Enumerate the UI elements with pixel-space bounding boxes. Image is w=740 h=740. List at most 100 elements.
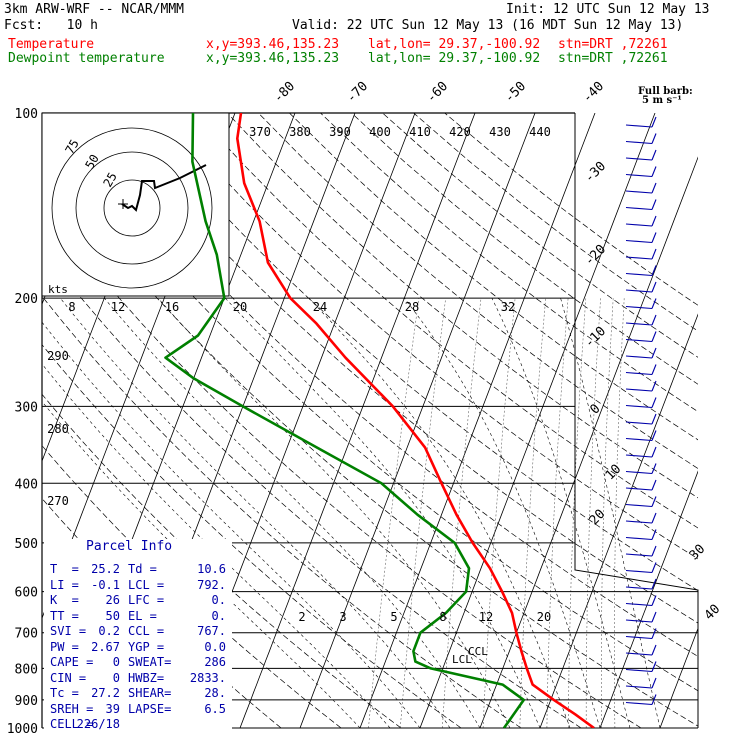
- dry-adiabat-line: [351, 113, 698, 385]
- parcel-info-cell: LFC =: [128, 593, 165, 607]
- pressure-tick-label: 900: [15, 694, 38, 709]
- wind-barb-flag: [651, 661, 657, 672]
- isotherm-line: [299, 113, 536, 728]
- parcel-info-cell: SVI =: [50, 624, 87, 638]
- pressure-tick-label: 300: [15, 400, 38, 415]
- parcel-info-cell: 0.0: [204, 639, 226, 654]
- wind-barb: [625, 470, 653, 475]
- wind-barb: [625, 239, 653, 244]
- parcel-info-cell: K =: [50, 593, 79, 607]
- mixing-ratio-line: [400, 298, 446, 728]
- parcel-info-cell: 27.2: [91, 686, 120, 700]
- lcl-label: LCL: [452, 653, 472, 666]
- dewpoint-latlon: lat,lon= 29.37,-100.92: [368, 51, 541, 66]
- theta-e-label: 410: [409, 125, 431, 139]
- wind-barb-flag: [651, 479, 657, 491]
- parcel-info-cell: 2.67: [91, 639, 120, 654]
- temperature-trace: [236, 113, 595, 728]
- moist-adiabat-line: [224, 297, 541, 728]
- parcel-info-cell: 50: [105, 608, 120, 623]
- wind-barb: [625, 701, 653, 706]
- moist-adiabat-line: [42, 321, 421, 728]
- wind-barbs: [625, 116, 657, 706]
- parcel-info-panel: Parcel Info T = 25.2 Td = 10.6 LI = -0.1 LCL =…: [44, 539, 232, 731]
- isotherm-label: 10: [603, 462, 625, 484]
- wind-barb-flag: [651, 512, 657, 524]
- wind-barb-flag: [651, 430, 657, 441]
- wind-barb-flag: [651, 149, 657, 161]
- dry-adiabat-line: [42, 295, 522, 728]
- parcel-info-cell: YGP =: [128, 639, 165, 654]
- wind-barb: [625, 619, 653, 623]
- dry-adiabat-line: [42, 202, 642, 728]
- init-time: Init: 12 UTC Sun 12 May 13: [506, 2, 710, 17]
- moist-adiabat-line: [404, 297, 601, 728]
- temp-xy: x,y=393.46,135.23: [206, 37, 340, 52]
- dry-adiabat-line: [320, 113, 698, 413]
- parcel-info-cell: T =: [50, 562, 79, 576]
- mixing-ratio-line: [568, 298, 587, 728]
- mixing-ratio-label: 2: [298, 610, 305, 624]
- wind-barb: [625, 223, 653, 227]
- parcel-info-cell: 0.: [211, 593, 226, 607]
- parcel-info-cell: LI =: [50, 577, 79, 592]
- wind-barb-flag: [651, 347, 657, 359]
- dry-adiabat-line: [289, 113, 698, 441]
- wind-barb: [625, 602, 653, 607]
- dry-adiabat-label: 290: [47, 349, 69, 363]
- theta-e-label: 380: [289, 125, 311, 139]
- ccl-label: CCL: [468, 645, 488, 658]
- mixing-ratio-line: [482, 298, 516, 728]
- parcel-info-cell: HWBZ=: [128, 670, 165, 685]
- wind-barb: [625, 289, 653, 293]
- wind-barb-flag: [651, 595, 657, 606]
- wind-barb-flag: [651, 133, 657, 144]
- wind-barb-flag: [651, 529, 657, 540]
- wind-barb-flag: [651, 677, 657, 689]
- wind-barb: [625, 206, 653, 211]
- pressure-tick-label: 500: [15, 537, 38, 552]
- hodograph-ring: [51, 127, 213, 289]
- wind-barb: [625, 685, 653, 689]
- wind-barb: [625, 586, 653, 590]
- wind-barb-flag: [651, 380, 657, 392]
- wind-barb-flag: [651, 446, 657, 458]
- wind-barb: [625, 305, 653, 310]
- wind-barb-flag: [651, 578, 657, 590]
- parcel-info-cell: SHEAR=: [128, 686, 172, 700]
- wind-barb: [625, 569, 653, 574]
- dry-adiabat-line: [42, 344, 462, 728]
- mixing-ratio-label: 3: [339, 610, 346, 624]
- wind-barb: [625, 503, 653, 508]
- wind-barb-flag: [651, 496, 657, 507]
- wind-barb-flag: [651, 628, 657, 639]
- isotherm-line: [539, 313, 698, 728]
- temp-series-name: Temperature: [8, 37, 95, 52]
- dewpoint-xy: x,y=393.46,135.23: [206, 51, 340, 66]
- mixing-ratio-label: 32: [501, 300, 515, 314]
- wind-barb: [625, 553, 653, 557]
- isotherm-label: 20: [587, 507, 609, 529]
- isotherm-label: -50: [502, 79, 529, 106]
- moist-adiabat-line: [157, 297, 511, 728]
- dry-adiabat-line: [258, 113, 698, 469]
- mixing-ratio-label: 8: [439, 610, 446, 624]
- pressure-tick-label: 100: [15, 107, 38, 122]
- dewpoint-station: stn=DRT ,72261: [558, 51, 668, 66]
- wind-barb-flag: [651, 232, 657, 243]
- wind-barb-flag: [651, 298, 657, 309]
- wind-barb: [625, 652, 653, 656]
- parcel-info-cell: TT =: [50, 608, 79, 623]
- pressure-tick-label: 700: [15, 627, 38, 642]
- parcel-info-cell: EL =: [128, 608, 157, 623]
- hodograph-ring-label: 75: [62, 137, 81, 157]
- mixing-ratio-label: 20: [233, 300, 247, 314]
- isotherm-label: 30: [687, 542, 709, 564]
- parcel-info-cell: 792.: [197, 577, 226, 592]
- isotherm-label: -70: [344, 79, 371, 106]
- mixing-ratio-label: 24: [313, 300, 327, 314]
- wind-barb-flag: [651, 281, 657, 293]
- wind-barb: [625, 124, 653, 128]
- parcel-info-cell: CCL =: [128, 624, 165, 638]
- wind-barb-flag: [651, 644, 657, 656]
